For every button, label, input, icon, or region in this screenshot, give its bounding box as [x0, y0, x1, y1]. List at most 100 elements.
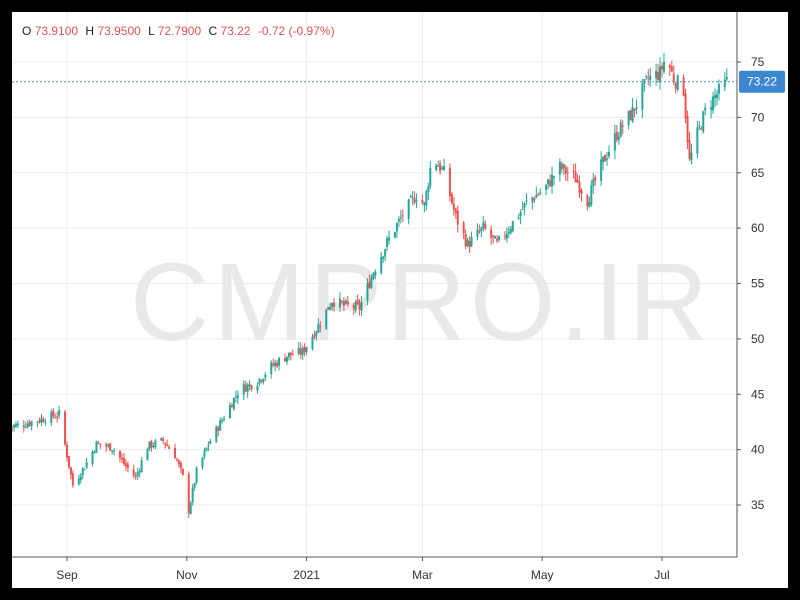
candle-body	[661, 66, 663, 70]
candle-body	[580, 190, 583, 194]
candle-body	[545, 184, 548, 190]
candle-body	[615, 131, 618, 141]
chart-frame: CMPRO.IR 35 40 45 50 55 60 65 70 75 Sep Nov 2021 Ma…	[12, 12, 788, 588]
candle-body	[297, 347, 300, 354]
candle-body	[670, 66, 673, 72]
candle-body	[12, 425, 15, 428]
candle-body	[209, 441, 212, 444]
y-tick-label: 65	[751, 166, 765, 180]
candle-body	[120, 457, 123, 460]
candle-body	[228, 405, 231, 419]
candle-body	[560, 163, 563, 170]
low-key: L	[148, 24, 155, 38]
watermark: CMPRO.IR	[130, 241, 712, 364]
candle-body	[674, 83, 677, 89]
candle-body	[480, 227, 483, 232]
candle-body	[441, 167, 444, 170]
candle-body	[723, 79, 726, 88]
candle-body	[401, 215, 404, 217]
candle-body	[99, 443, 102, 446]
candle-body	[714, 95, 717, 99]
candle-body	[262, 378, 265, 382]
candle-body	[397, 219, 400, 222]
candle-body	[360, 302, 363, 311]
candle-body	[107, 444, 110, 447]
candle-body	[174, 448, 177, 459]
candle-body	[83, 469, 86, 471]
candle-body	[725, 77, 728, 80]
open-value: 73.9100	[34, 24, 79, 38]
grid-lines	[12, 12, 737, 557]
candle-body	[195, 467, 198, 483]
candle-body	[452, 203, 455, 210]
candle-body	[79, 476, 82, 480]
candle-body	[344, 300, 347, 304]
candle-body	[354, 302, 357, 311]
candle-body	[77, 478, 80, 485]
candle-body	[36, 421, 39, 423]
candle-body	[517, 217, 520, 219]
candles	[12, 53, 728, 518]
candle-body	[311, 336, 314, 350]
candle-body	[203, 450, 206, 457]
candle-body	[395, 223, 398, 232]
candle-body	[439, 163, 442, 172]
y-tick-label: 40	[751, 443, 765, 457]
candle-body	[521, 209, 524, 211]
candle-body	[260, 380, 263, 382]
candle-body	[374, 271, 377, 276]
x-tick-label: Sep	[56, 568, 78, 582]
candle-body	[138, 470, 141, 473]
y-axis: 35 40 45 50 55 60 65 70 75	[737, 55, 765, 512]
candle-body	[299, 348, 302, 355]
candle-body	[633, 108, 636, 111]
candle-body	[470, 237, 473, 247]
candle-body	[558, 161, 561, 175]
candle-body	[717, 84, 720, 94]
change-value: -0.72 (-0.97%)	[257, 24, 335, 38]
candle-body	[676, 75, 679, 91]
candle-body	[427, 186, 430, 193]
candle-body	[164, 442, 167, 445]
candle-body	[152, 445, 155, 447]
candle-body	[12, 426, 14, 428]
candle-body	[413, 198, 416, 204]
candle-body	[564, 167, 567, 174]
y-tick-label: 75	[751, 55, 765, 69]
candle-body	[285, 356, 288, 363]
candle-body	[382, 256, 385, 259]
y-tick-label: 70	[751, 110, 765, 124]
candle-body	[631, 106, 634, 122]
candle-body	[688, 140, 691, 159]
candle-body	[468, 241, 471, 248]
candle-body	[223, 418, 226, 421]
candle-body	[191, 487, 194, 503]
candle-body	[372, 273, 375, 279]
candle-body	[592, 179, 595, 187]
candle-body	[207, 445, 210, 447]
candle-body	[503, 235, 506, 237]
candle-body	[641, 83, 644, 110]
candle-body	[668, 65, 671, 68]
candle-body	[672, 73, 675, 83]
candle-body	[270, 362, 273, 375]
candle-body	[248, 384, 251, 387]
low-value: 72.7900	[157, 24, 202, 38]
candle-body	[562, 164, 565, 169]
candle-body	[696, 127, 699, 154]
candle-body	[498, 236, 501, 240]
candle-body	[342, 301, 345, 306]
candle-body	[533, 198, 536, 201]
candle-body	[437, 165, 440, 167]
candle-body	[712, 96, 715, 111]
candle-body	[179, 462, 182, 469]
candle-body	[476, 229, 479, 238]
candle-body	[50, 412, 53, 424]
candle-body	[105, 444, 108, 447]
candle-body	[352, 305, 355, 309]
y-tick-label: 45	[751, 387, 765, 401]
candle-body	[327, 307, 330, 310]
high-key: H	[85, 24, 95, 38]
candle-body	[85, 462, 88, 468]
candle-body	[40, 418, 43, 423]
